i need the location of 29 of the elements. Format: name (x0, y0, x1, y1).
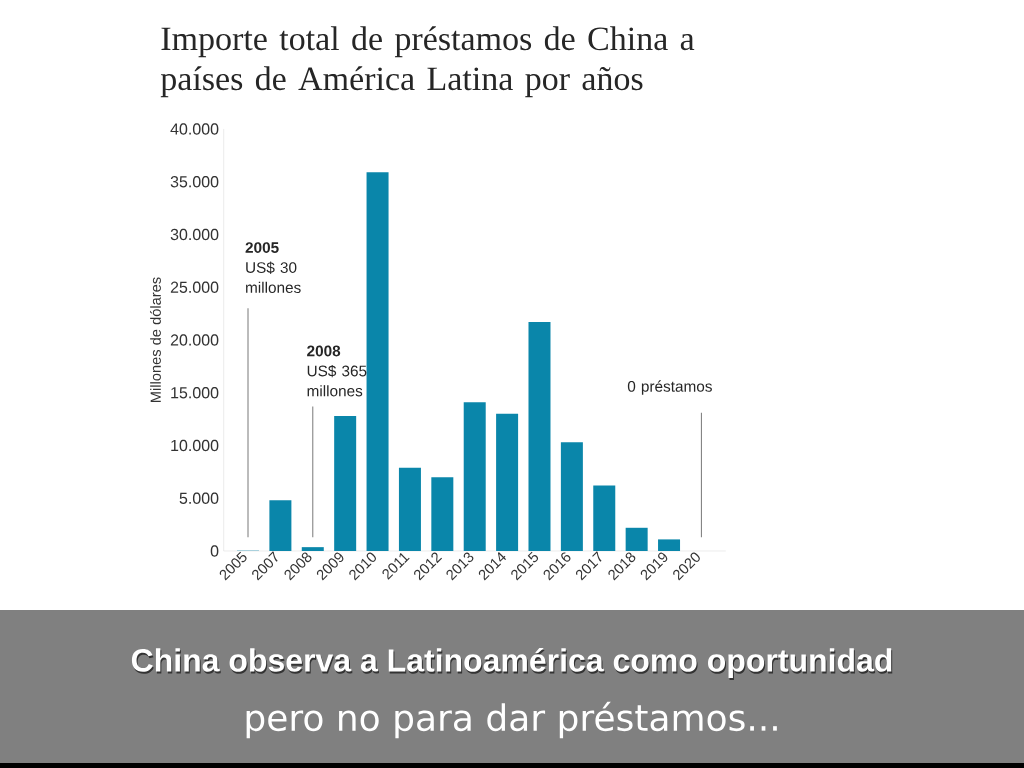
bar (301, 547, 324, 551)
bar (366, 172, 389, 551)
bar (463, 402, 486, 551)
bar (528, 322, 551, 551)
y-tick-label: 0 (210, 545, 219, 557)
bar (334, 415, 357, 551)
annotation: 2008 US$ 365 millones (307, 345, 367, 397)
y-tick-label: 5.000 (179, 492, 219, 504)
bar (398, 467, 421, 551)
annotation: 2005 US$ 30 millones (245, 242, 301, 293)
annotation: 0 préstamos (627, 380, 712, 395)
y-tick-label: 40.000 (170, 123, 219, 135)
y-tick-label: 15.000 (171, 387, 219, 399)
bar (269, 500, 292, 551)
y-tick-label: 20.000 (170, 334, 219, 346)
bar (625, 527, 648, 551)
bar (658, 539, 681, 551)
y-tick-label: 10.000 (171, 439, 219, 452)
bar (560, 442, 583, 551)
bar (496, 413, 519, 551)
y-axis-title: Millones de dólares (149, 277, 161, 402)
y-tick-label: 25.000 (170, 281, 219, 293)
bar (431, 477, 454, 551)
text: China observa a Latinoamérica como oportunidad (131, 647, 892, 679)
bar (593, 485, 616, 551)
y-tick-label: 30.000 (170, 228, 219, 241)
chart-title: Importe total de préstamos de China a países de América Latina por años (160, 26, 695, 98)
y-tick-label: 35.000 (170, 176, 219, 188)
text: pero no para dar préstamos... (246, 701, 777, 739)
